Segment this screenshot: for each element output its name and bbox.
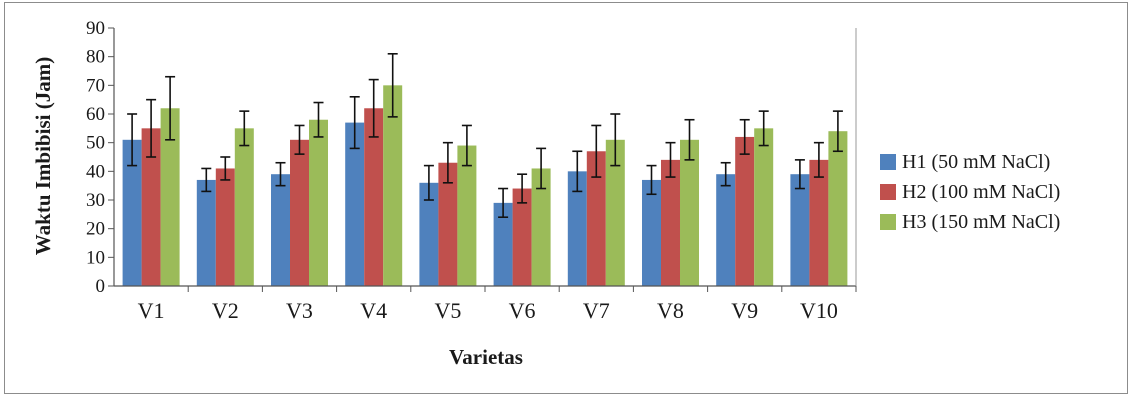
error-bar-v1-3	[165, 75, 176, 141]
y-tick-label-10: 10	[86, 247, 105, 268]
error-bar-v2-1	[201, 167, 212, 193]
error-bar-v5-1	[423, 164, 434, 201]
bar-v4-1	[345, 122, 365, 286]
error-bar-v10-3	[832, 110, 843, 153]
error-bar-v7-2	[591, 124, 602, 178]
error-bar-v10-1	[794, 159, 805, 190]
y-tick-labels: 0 10 20 30 40 50 60 70 80 90	[86, 18, 105, 297]
error-bar-v6-1	[498, 187, 509, 218]
bar-v8-1	[642, 179, 661, 286]
error-bar-v5-3	[461, 124, 472, 167]
y-tick-label-0: 0	[96, 276, 106, 297]
x-tick-label-v2: V2	[212, 298, 239, 323]
bar-v10-3	[828, 131, 848, 286]
bar-v6-2	[512, 188, 532, 286]
error-bar-v2-3	[239, 110, 250, 147]
x-tick-label-v4: V4	[360, 298, 387, 323]
x-tick-label-v9: V9	[731, 298, 758, 323]
bar-v6-1	[493, 202, 513, 286]
error-bar-v7-1	[572, 150, 583, 193]
legend: H1 (50 mM NaCl) H2 (100 mM NaCl) H3 (150 m…	[880, 151, 1060, 233]
error-bar-v4-3	[387, 52, 398, 118]
y-axis-title: Waktu Imbibisi (Jam)	[31, 57, 55, 255]
legend-label-2: H2 (100 mM NaCl)	[902, 181, 1060, 203]
bar-v5-2	[438, 162, 458, 286]
bar-v10-1	[790, 174, 810, 286]
y-tick-label-60: 60	[86, 104, 105, 125]
bar-v2-2	[215, 168, 235, 286]
legend-swatch-3	[880, 214, 896, 230]
error-bar-v8-3	[684, 118, 695, 161]
bar-v9-3	[754, 128, 774, 286]
error-bar-v9-3	[758, 110, 769, 147]
x-tick-label-v5: V5	[434, 298, 461, 323]
error-bar-v3-1	[275, 161, 286, 187]
error-bar-v5-2	[442, 141, 453, 184]
y-tick-label-20: 20	[86, 219, 105, 240]
bar-v3-2	[290, 139, 309, 286]
legend-label-1: H1 (50 mM NaCl)	[902, 151, 1050, 173]
x-tick-labels: V1 V2 V3 V4 V5 V6 V7 V8 V9 V10	[138, 298, 838, 323]
bar-v3-3	[309, 119, 328, 286]
legend-label-3: H3 (150 mM NaCl)	[902, 211, 1060, 233]
bar-v2-3	[234, 128, 254, 286]
x-tick-label-v6: V6	[509, 298, 536, 323]
bar-v1-3	[160, 108, 180, 287]
bar-v7-3	[605, 139, 625, 286]
legend-swatch-1	[880, 154, 896, 170]
error-bar-v3-3	[313, 101, 324, 138]
bar-v1-2	[141, 128, 161, 286]
x-tick-label-v3: V3	[286, 298, 313, 323]
y-tick-label-80: 80	[86, 47, 105, 68]
bar-v5-3	[457, 145, 477, 286]
y-tick-label-30: 30	[86, 190, 105, 211]
bar-v2-1	[196, 179, 216, 286]
error-bar-v3-2	[294, 124, 305, 155]
bar-v4-3	[383, 85, 403, 286]
bar-v4-2	[364, 108, 384, 287]
error-bars-group	[127, 52, 843, 218]
error-bar-v9-1	[720, 161, 731, 187]
error-bar-v6-2	[517, 173, 528, 204]
bar-v3-1	[271, 174, 290, 286]
y-tick-label-90: 90	[86, 18, 105, 39]
error-bar-v2-2	[220, 156, 231, 181]
error-bar-v4-1	[349, 96, 360, 150]
bar-v7-2	[586, 151, 606, 286]
x-tick-label-v8: V8	[657, 298, 684, 323]
error-bar-v7-3	[610, 113, 621, 167]
bar-v9-1	[716, 174, 736, 286]
x-tick-label-v10: V10	[800, 298, 838, 323]
x-tick-label-v1: V1	[138, 298, 165, 323]
bar-v1-1	[122, 139, 142, 286]
bar-v6-3	[531, 168, 551, 286]
bar-v7-1	[567, 171, 587, 286]
error-bar-v1-2	[146, 98, 157, 158]
bar-v8-2	[661, 159, 680, 286]
y-tick-label-40: 40	[86, 161, 105, 182]
y-tick-label-70: 70	[86, 75, 105, 96]
error-bar-v6-3	[536, 147, 547, 190]
x-tick-label-v7: V7	[583, 298, 610, 323]
error-bar-v10-2	[813, 141, 824, 178]
y-tick-label-50: 50	[86, 133, 105, 154]
bar-v10-2	[809, 159, 829, 286]
bars-group	[122, 85, 848, 287]
x-axis-title: Varietas	[449, 345, 523, 369]
axes-group	[108, 27, 857, 292]
error-bar-v9-2	[739, 118, 750, 155]
error-bar-v8-2	[665, 141, 676, 178]
bar-v9-2	[735, 136, 755, 286]
error-bar-v8-1	[646, 164, 657, 196]
bar-v8-3	[680, 139, 699, 286]
error-bar-v4-2	[368, 78, 379, 138]
error-bar-v1-1	[127, 113, 138, 167]
chart-frame	[4, 2, 1128, 394]
bar-v5-1	[419, 182, 439, 286]
legend-swatch-2	[880, 184, 896, 200]
